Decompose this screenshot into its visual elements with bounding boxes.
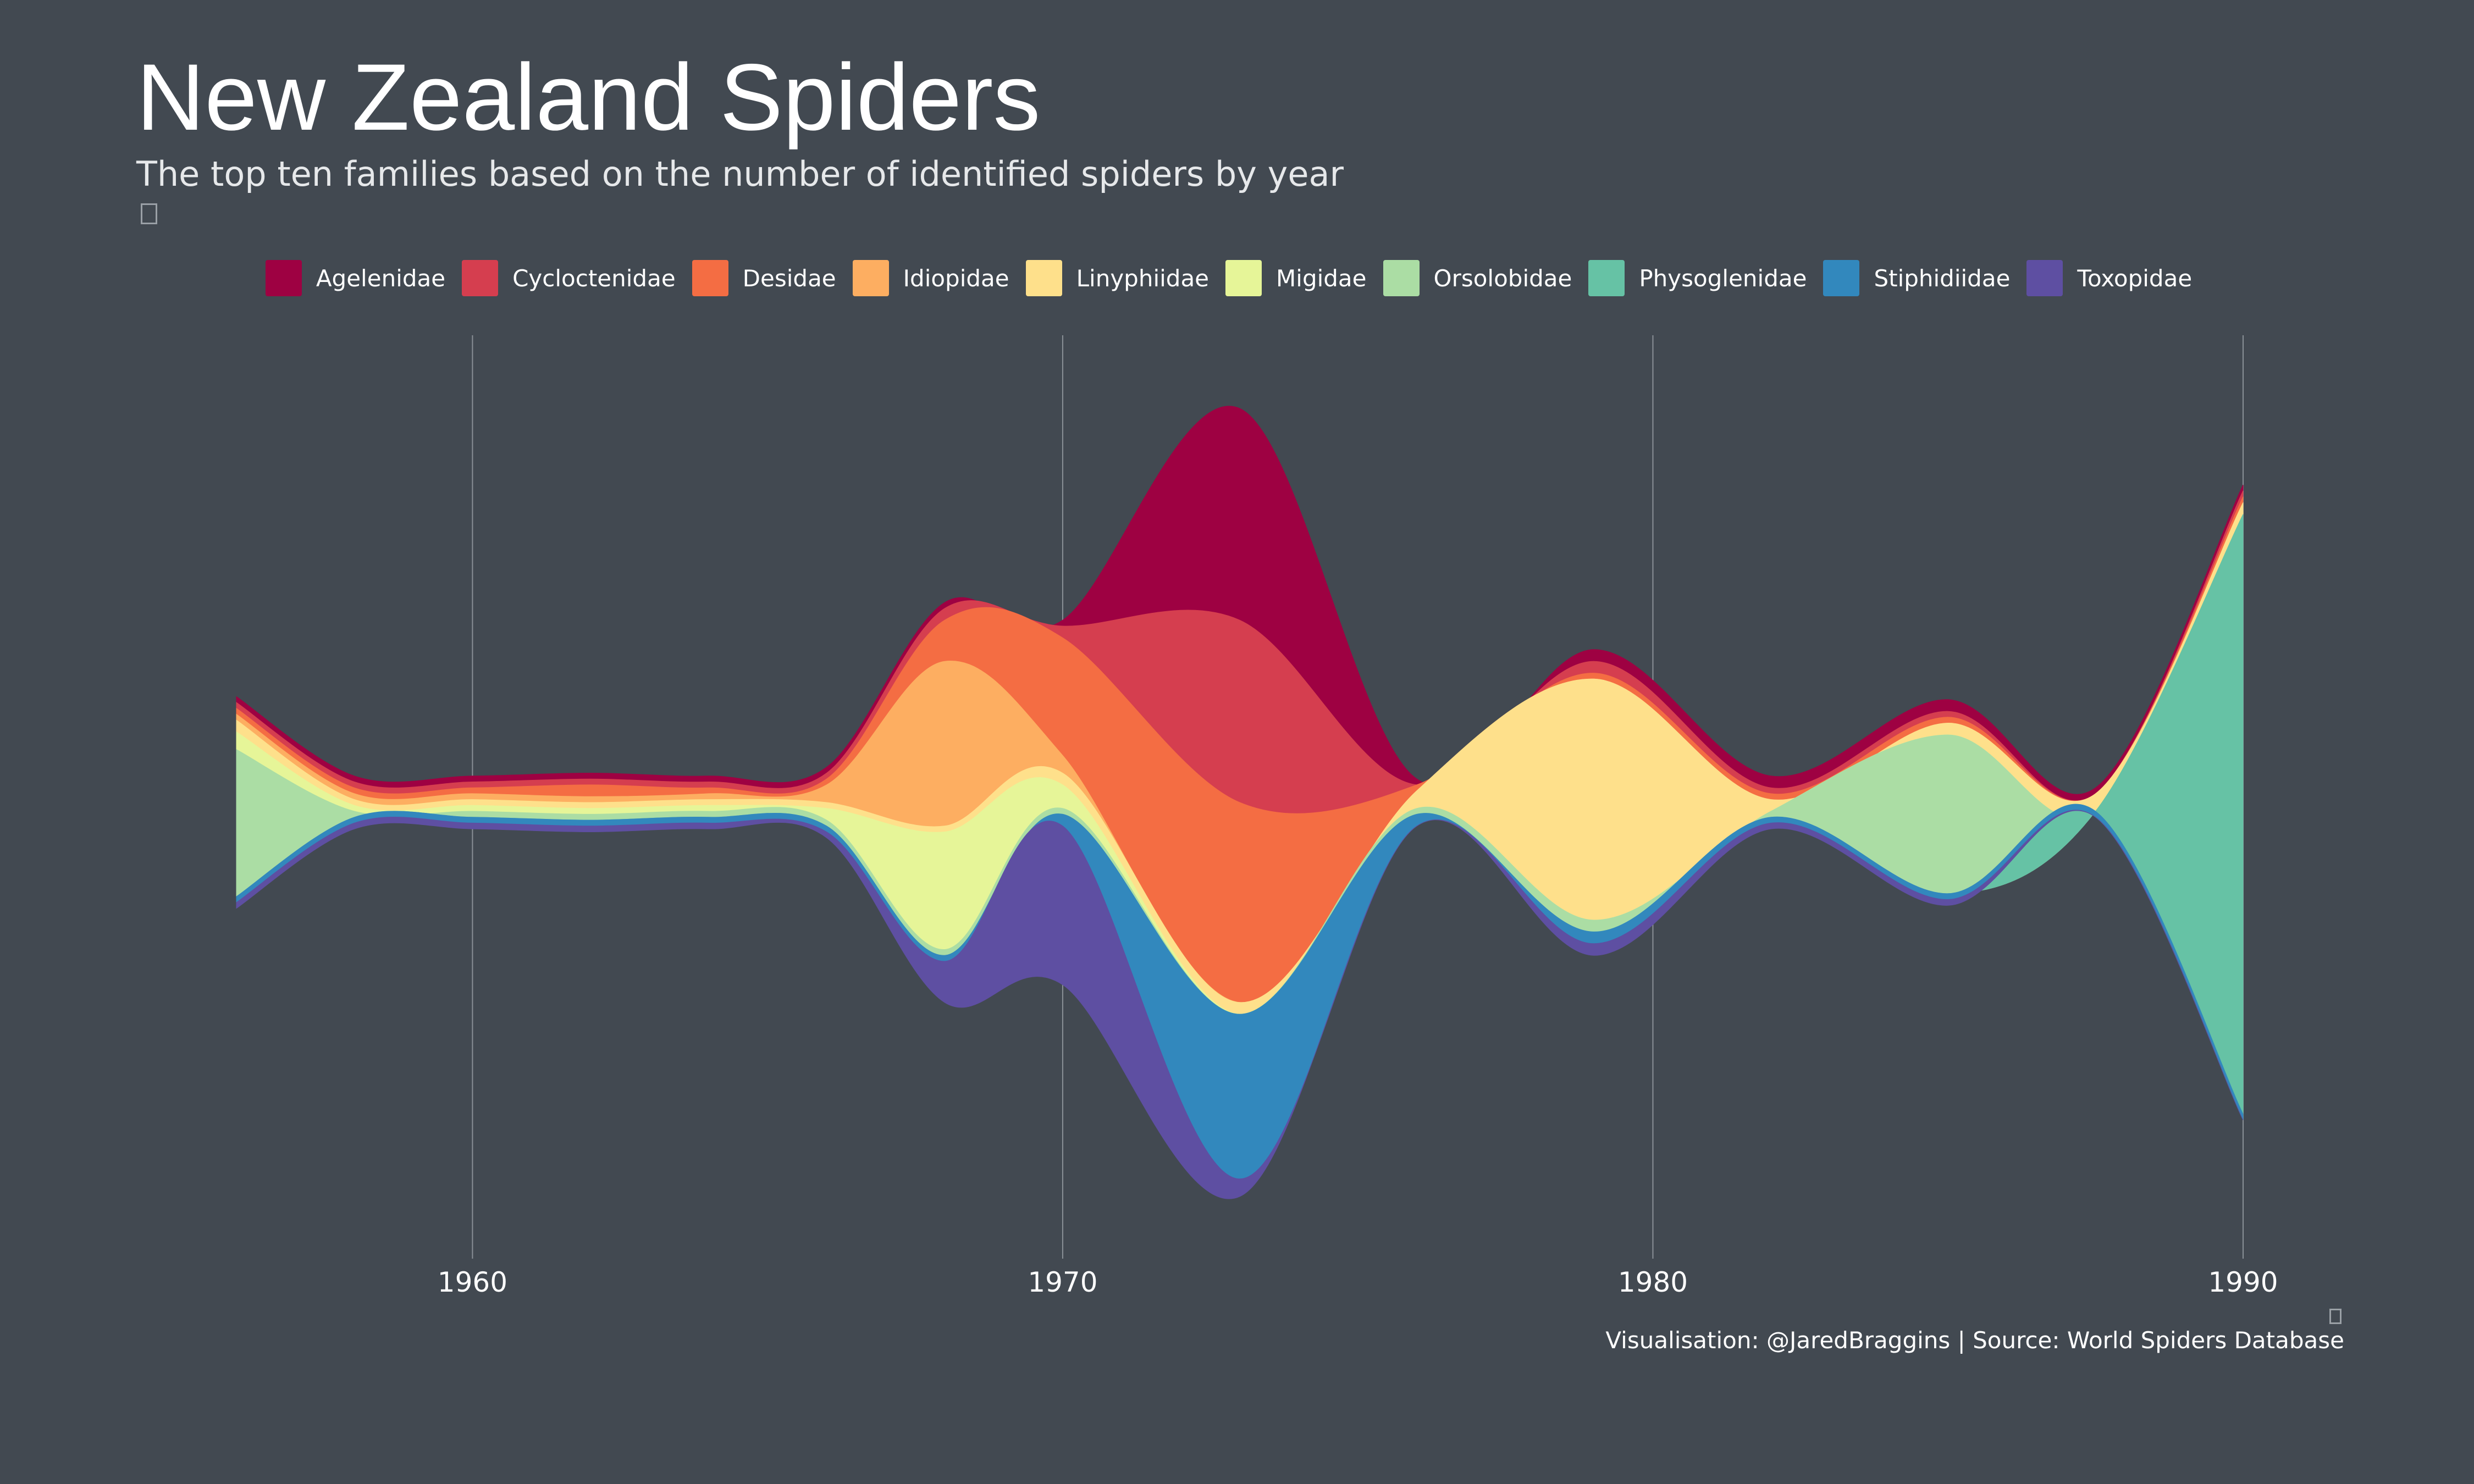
legend-label-linyphiidae: Linyphiidae	[1076, 264, 1210, 292]
legend-swatch-migidae	[1225, 260, 1262, 296]
legend-item-cycloctenidae: Cycloctenidae	[462, 260, 676, 296]
chart-subtitle: The top ten families based on the number…	[136, 154, 1344, 194]
legend-item-orsolobidae: Orsolobidae	[1383, 260, 1572, 296]
legend-swatch-linyphiidae	[1025, 260, 1062, 296]
x-tick-label-1990: 1990	[2208, 1266, 2278, 1298]
legend-label-physoglenidae: Physoglenidae	[1639, 264, 1807, 292]
legend-item-physoglenidae: Physoglenidae	[1588, 260, 1807, 296]
x-axis-ticks: 1960 1970 1980 1990	[438, 1266, 2278, 1298]
legend-label-idiopidae: Idiopidae	[903, 264, 1009, 292]
x-tick-label-1970: 1970	[1028, 1266, 1097, 1298]
legend-swatch-orsolobidae	[1383, 260, 1420, 296]
legend-item-agelenidae: Agelenidae	[265, 260, 446, 296]
legend: Agelenidae Cycloctenidae Desidae Idiopidae L…	[0, 256, 2474, 300]
legend-label-desidae: Desidae	[742, 264, 836, 292]
legend-swatch-physoglenidae	[1588, 260, 1625, 296]
legend-swatch-idiopidae	[852, 260, 889, 296]
legend-label-stiphidiidae: Stiphidiidae	[1874, 264, 2011, 292]
legend-label-cycloctenidae: Cycloctenidae	[512, 264, 676, 292]
legend-item-desidae: Desidae	[692, 260, 836, 296]
x-tick-label-1960: 1960	[438, 1266, 507, 1298]
chart-caption: Visualisation: @JaredBraggins | Source: …	[1605, 1327, 2344, 1354]
legend-label-migidae: Migidae	[1276, 264, 1367, 292]
legend-swatch-stiphidiidae	[1823, 260, 1860, 296]
legend-label-orsolobidae: Orsolobidae	[1433, 264, 1572, 292]
stream-layer-toxopidae	[236, 810, 2244, 1199]
missing-glyph-icon	[141, 203, 157, 224]
legend-swatch-toxopidae	[2026, 260, 2063, 296]
legend-item-linyphiidae: Linyphiidae	[1025, 260, 1210, 296]
legend-item-toxopidae: Toxopidae	[2026, 260, 2192, 296]
legend-label-agelenidae: Agelenidae	[316, 264, 446, 292]
legend-label-toxopidae: Toxopidae	[2077, 264, 2193, 292]
legend-swatch-agelenidae	[265, 260, 302, 296]
x-tick-label-1980: 1980	[1618, 1266, 1688, 1298]
missing-glyph-icon	[2329, 1309, 2342, 1324]
legend-swatch-cycloctenidae	[462, 260, 499, 296]
chart-title: New Zealand Spiders	[136, 45, 1041, 150]
legend-swatch-desidae	[692, 260, 728, 296]
stream-layers	[236, 406, 2244, 1199]
legend-item-migidae: Migidae	[1225, 260, 1367, 296]
legend-item-idiopidae: Idiopidae	[852, 260, 1009, 296]
legend-item-stiphidiidae: Stiphidiidae	[1823, 260, 2010, 296]
